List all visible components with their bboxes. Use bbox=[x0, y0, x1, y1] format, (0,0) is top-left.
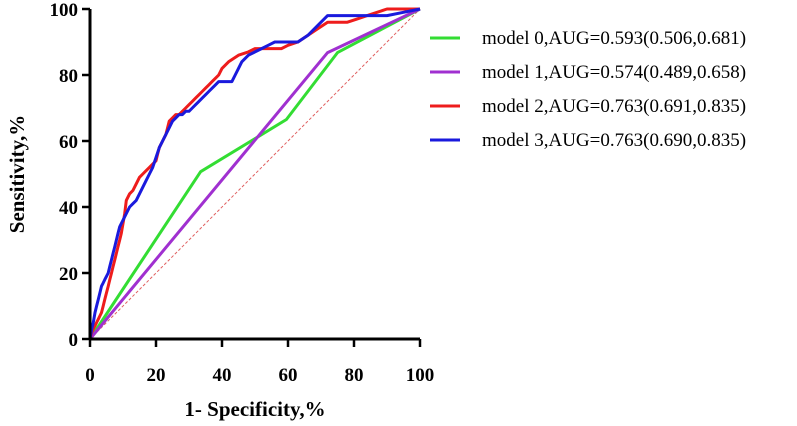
legend: model 0,AUG=0.593(0.506,0.681) model 1,A… bbox=[430, 28, 746, 151]
legend-label-1: model 1,AUG=0.574(0.489,0.658) bbox=[482, 62, 746, 83]
series-line-0 bbox=[88, 7, 421, 340]
y-axis-title: Sensitivity,% bbox=[5, 115, 29, 233]
y-tick-label-1: 20 bbox=[59, 264, 78, 285]
legend-label-3: model 3,AUG=0.763(0.690,0.835) bbox=[482, 130, 746, 151]
y-tick-label-3: 60 bbox=[59, 132, 78, 153]
legend-item-0: model 0,AUG=0.593(0.506,0.681) bbox=[430, 28, 746, 49]
x-tick-label-0: 0 bbox=[85, 365, 95, 386]
x-tick-label-5: 100 bbox=[406, 365, 435, 386]
legend-label-2: model 2,AUG=0.763(0.691,0.835) bbox=[482, 96, 746, 117]
series-line-3 bbox=[88, 7, 421, 340]
x-tick-label-3: 60 bbox=[279, 365, 298, 386]
legend-item-2: model 2,AUG=0.763(0.691,0.835) bbox=[430, 96, 746, 117]
chance-line bbox=[89, 8, 421, 340]
series-layer bbox=[88, 7, 421, 340]
legend-item-1: model 1,AUG=0.574(0.489,0.658) bbox=[430, 62, 746, 83]
y-tick-label-2: 40 bbox=[59, 198, 78, 219]
x-tick-label-4: 80 bbox=[345, 365, 364, 386]
y-ticks: 0 20 40 60 80 100 bbox=[50, 0, 90, 351]
x-tick-label-1: 20 bbox=[147, 365, 166, 386]
y-tick-label-0: 0 bbox=[69, 330, 79, 351]
legend-item-3: model 3,AUG=0.763(0.690,0.835) bbox=[430, 130, 746, 151]
plot-area bbox=[88, 7, 421, 341]
y-tick-label-4: 80 bbox=[59, 66, 78, 87]
x-ticks: 0 20 40 60 80 100 bbox=[85, 339, 434, 386]
legend-label-0: model 0,AUG=0.593(0.506,0.681) bbox=[482, 28, 746, 49]
x-axis-title: 1- Specificity,% bbox=[184, 397, 325, 421]
series-line-1 bbox=[88, 7, 421, 340]
x-tick-label-2: 40 bbox=[213, 365, 232, 386]
y-tick-label-5: 100 bbox=[50, 0, 79, 21]
